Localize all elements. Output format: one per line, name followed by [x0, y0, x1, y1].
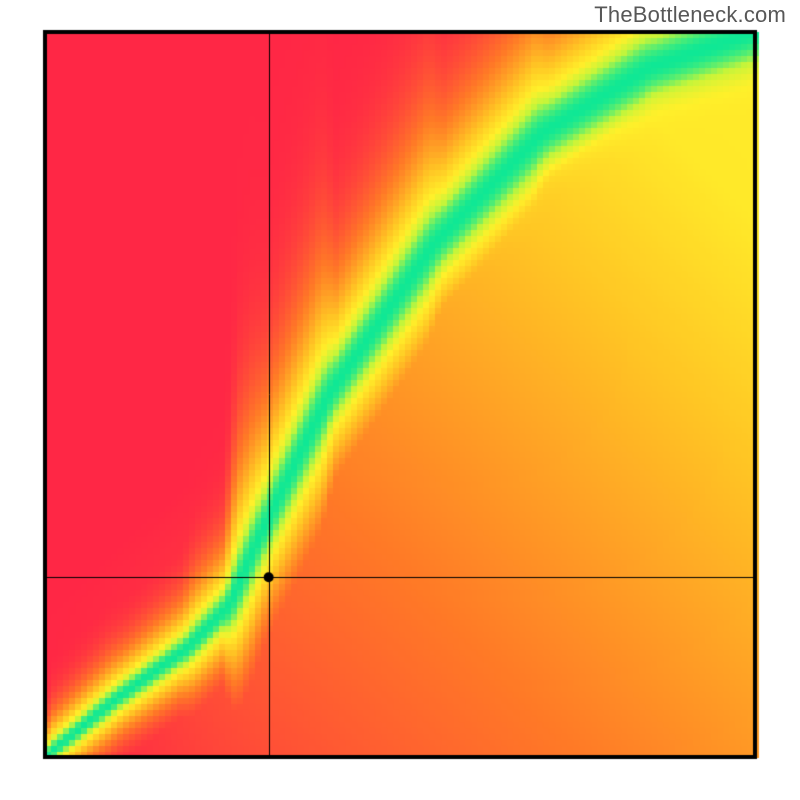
chart-container: TheBottleneck.com [0, 0, 800, 800]
watermark-text: TheBottleneck.com [594, 2, 786, 28]
bottleneck-heatmap [0, 0, 800, 800]
